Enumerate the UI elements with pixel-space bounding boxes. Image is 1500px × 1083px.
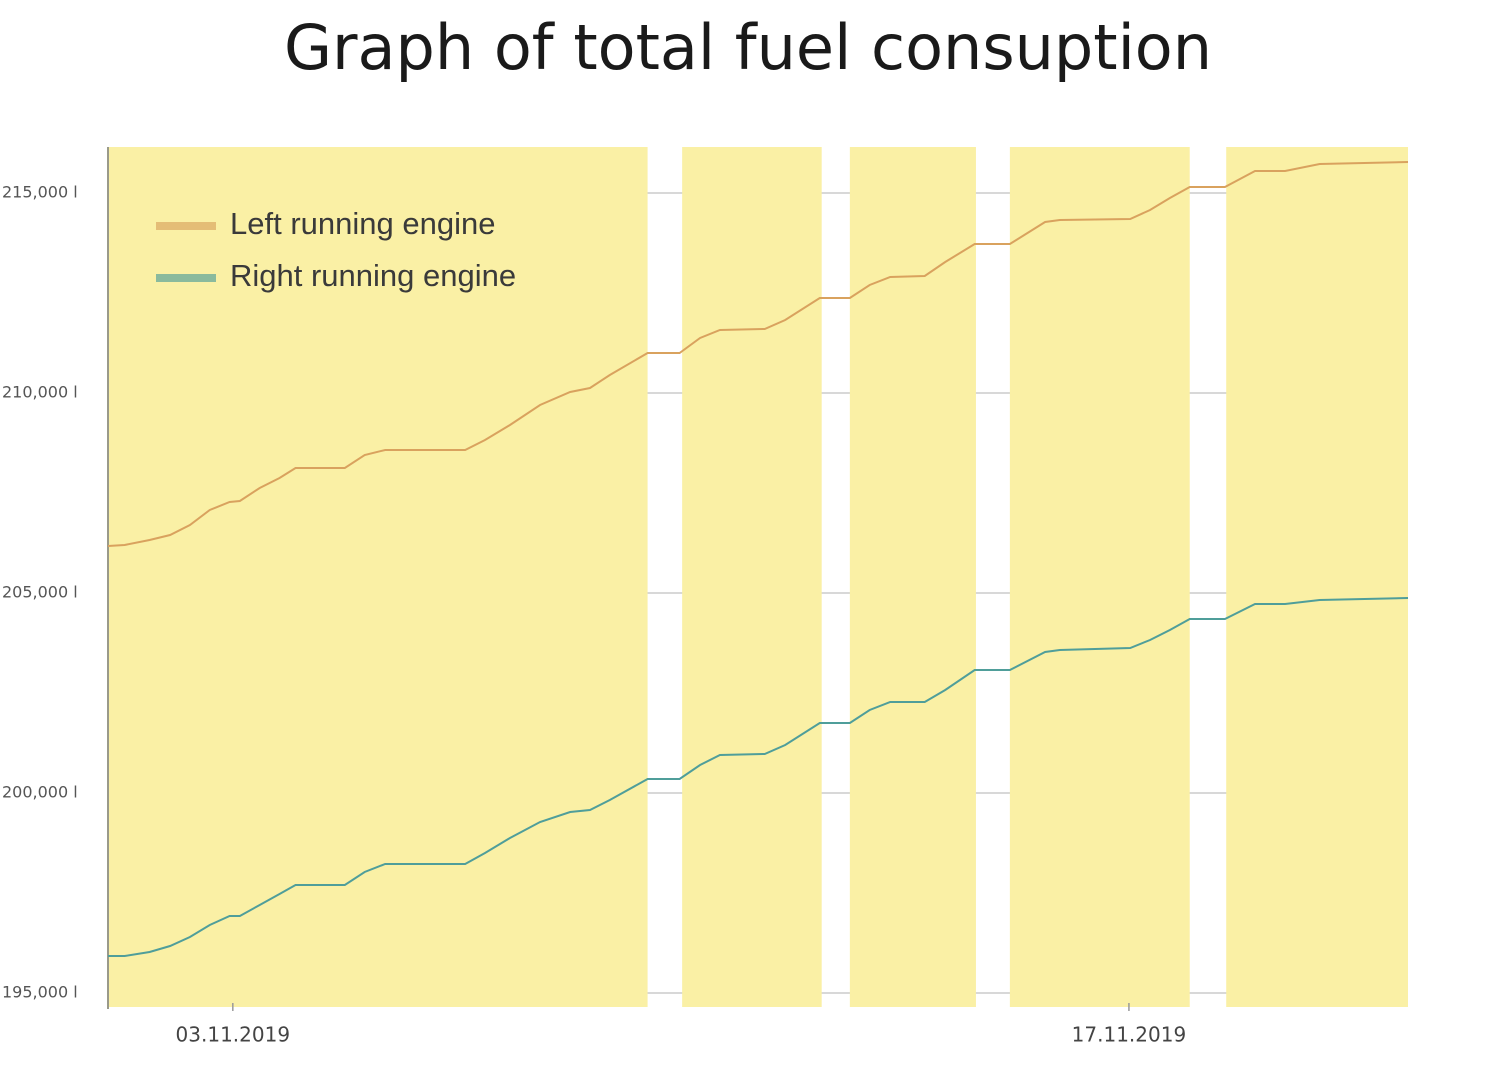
y-tick-label: 210,000 l <box>2 383 78 402</box>
y-tick-label: 200,000 l <box>2 783 78 802</box>
y-tick-label: 215,000 l <box>2 183 78 202</box>
series-line <box>108 597 1409 957</box>
legend-label: Right running engine <box>230 258 516 293</box>
x-tick-label: 17.11.2019 <box>1072 1023 1187 1047</box>
shaded-span <box>1009 147 1190 1007</box>
shaded-span <box>849 147 976 1007</box>
chart-title: Graph of total fuel consuption <box>284 11 1212 84</box>
y-tick-label: 205,000 l <box>2 583 78 602</box>
shaded-span <box>682 147 822 1007</box>
y-tick-label: 195,000 l <box>2 983 78 1002</box>
shaded-span <box>108 147 648 1007</box>
shaded-span <box>1226 147 1408 1007</box>
series-line <box>107 161 1409 547</box>
legend-label: Left running engine <box>230 206 495 241</box>
x-tick-label: 03.11.2019 <box>176 1023 291 1047</box>
